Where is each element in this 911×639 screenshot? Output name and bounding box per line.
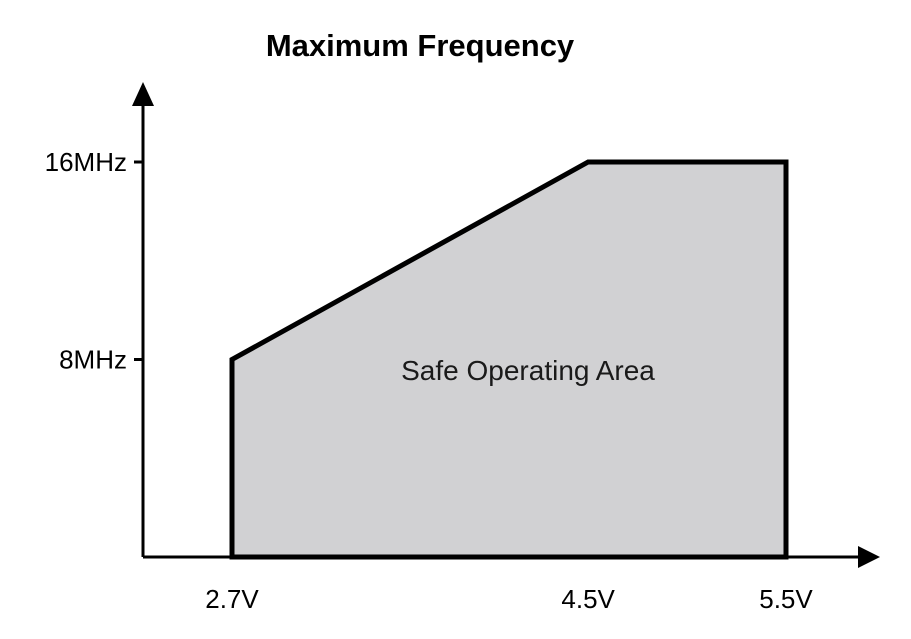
- x-tick-label-3: 5.5V: [759, 584, 813, 614]
- tick-group: 8MHz 16MHz 2.7V 4.5V 5.5V: [45, 147, 814, 614]
- x-axis: [143, 546, 880, 568]
- y-tick-label-1: 8MHz: [59, 345, 127, 375]
- x-axis-arrow: [858, 546, 880, 568]
- y-tick-label-2: 16MHz: [45, 147, 127, 177]
- chart-title: Maximum Frequency: [266, 28, 575, 63]
- safe-operating-area-label: Safe Operating Area: [401, 355, 655, 386]
- x-tick-label-1: 2.7V: [205, 584, 259, 614]
- y-axis-arrow: [132, 82, 154, 106]
- x-tick-label-2: 4.5V: [561, 584, 615, 614]
- y-axis: [132, 82, 154, 557]
